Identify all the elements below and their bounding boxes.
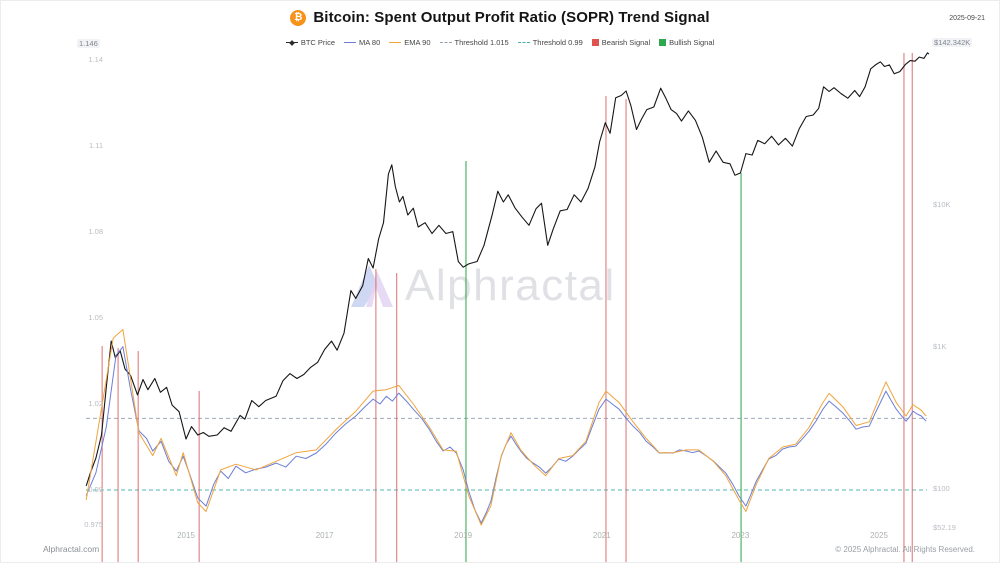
legend-label: EMA 90 xyxy=(404,38,431,47)
alphractal-site-link[interactable]: Alphractal.com xyxy=(43,544,100,554)
legend-item-threshold-1-015[interactable]: Threshold 1.015 xyxy=(439,38,509,47)
left-axis-tick-1.11: 1.11 xyxy=(88,141,103,150)
btc-price-current-value-badge: $142.342K xyxy=(932,38,973,47)
legend-item-bearish-signal[interactable]: Bearish Signal xyxy=(591,38,651,47)
bearish-signal-marker-icon xyxy=(591,39,599,46)
bitcoin-icon: ₿ xyxy=(290,9,307,26)
right-axis-tick-2: $1K xyxy=(933,342,947,351)
ma-80-marker-icon xyxy=(343,42,356,43)
ema-90-marker-icon xyxy=(389,42,402,43)
bullish-signal-marker-icon xyxy=(659,39,667,46)
sopr-current-value-badge: 1.146 xyxy=(77,39,100,48)
x-axis-tick-2015: 2015 xyxy=(177,531,195,540)
legend-item-bullish-signal[interactable]: Bullish Signal xyxy=(659,38,714,47)
right-axis-tick-3: $100 xyxy=(933,484,950,493)
x-axis-tick-2019: 2019 xyxy=(454,531,473,540)
legend-item-btc-price[interactable]: BTC Price xyxy=(285,38,335,47)
x-axis-tick-2017: 2017 xyxy=(315,531,334,540)
series-ema-90 xyxy=(85,329,927,526)
x-axis-tick-2021: 2021 xyxy=(592,531,611,540)
threshold-1-015-marker-icon xyxy=(439,42,452,43)
legend-label: MA 80 xyxy=(358,38,381,47)
right-axis-tick-4: $52.19 xyxy=(933,523,956,532)
chart-header: ₿ Bitcoin: Spent Output Profit Ratio (SO… xyxy=(1,9,999,26)
left-axis-tick-1.08: 1.08 xyxy=(88,227,103,236)
legend-label: Bearish Signal xyxy=(601,38,651,47)
btc-price-marker-icon xyxy=(285,40,298,45)
legend-label: Bullish Signal xyxy=(669,38,715,47)
legend-item-threshold-0-99[interactable]: Threshold 0.99 xyxy=(517,38,583,47)
series-btc-price xyxy=(85,52,930,487)
legend-item-ma-80[interactable]: MA 80 xyxy=(343,38,381,47)
chart-date: 2025-09-21 xyxy=(949,15,985,22)
x-axis-tick-2023: 2023 xyxy=(731,531,750,540)
left-axis-tick-1.02: 1.02 xyxy=(88,399,103,408)
left-axis-tick-0.99: 0.99 xyxy=(88,485,103,494)
threshold-0-99-marker-icon xyxy=(517,42,530,43)
legend-label: Threshold 1.015 xyxy=(454,38,509,47)
left-axis-tick-1.05: 1.05 xyxy=(88,313,103,322)
chart-legend: BTC Price MA 80 EMA 90 Threshold 1.015 Thres… xyxy=(1,38,999,47)
x-axis-tick-2025: 2025 xyxy=(870,531,888,540)
copyright-text: © 2025 Alphractal. All Rights Reserved. xyxy=(835,545,975,554)
legend-label: Threshold 0.99 xyxy=(532,38,583,47)
series-ma-80 xyxy=(85,346,927,524)
right-axis-tick-1: $10K xyxy=(933,200,951,209)
legend-item-ema-90[interactable]: EMA 90 xyxy=(389,38,431,47)
left-axis-tick-0.975: 0.975 xyxy=(84,520,103,529)
legend-label: BTC Price xyxy=(300,38,335,47)
left-axis-tick-1.14: 1.14 xyxy=(88,55,103,64)
page-title: Bitcoin: Spent Output Profit Ratio (SOPR… xyxy=(313,9,710,26)
